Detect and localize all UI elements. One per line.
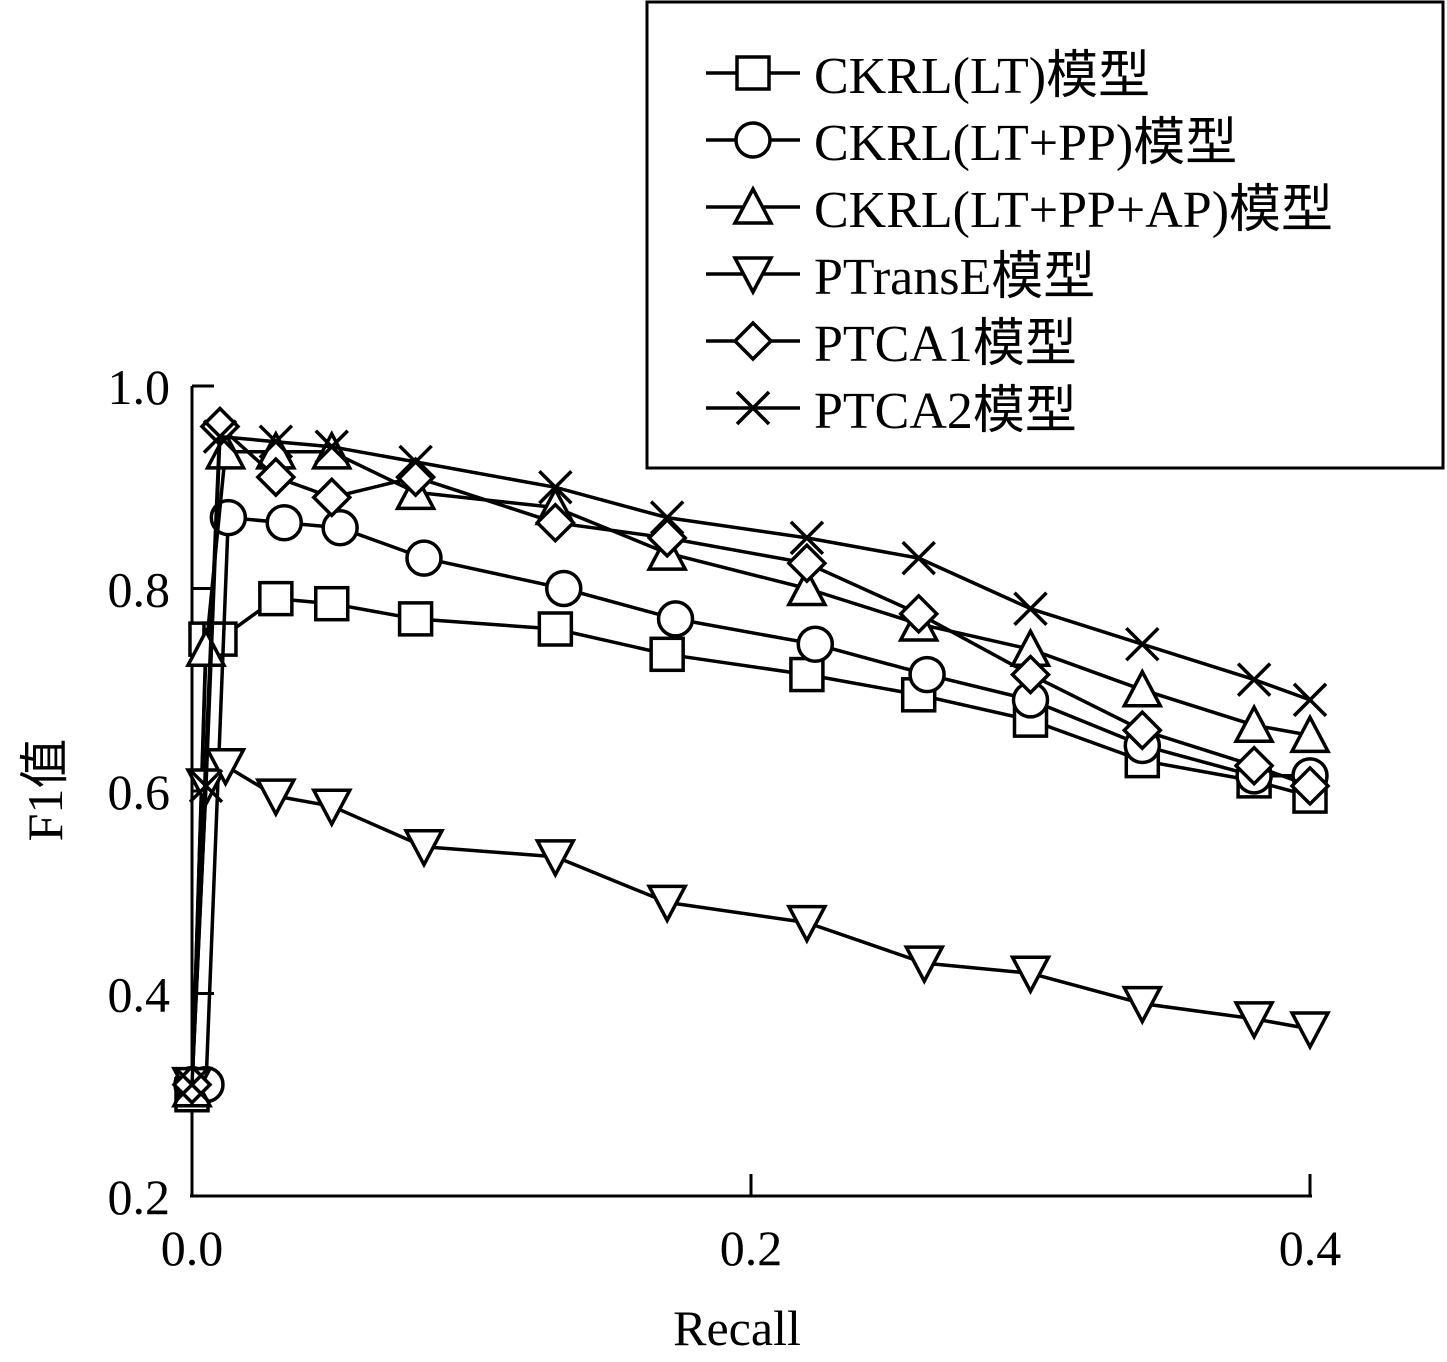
- x-tick-label: 0.2: [720, 1220, 783, 1276]
- data-point-ckrl-lt-pp: [656, 600, 695, 638]
- series-line-ptca2: [190, 434, 1311, 1085]
- data-point-ckrl-lt-pp-ap: [1289, 713, 1331, 754]
- legend-marker-ckrl-lt-pp: [734, 121, 772, 159]
- legend-marker-ckrl-lt: [735, 55, 771, 91]
- legend-marker-ptca2: [735, 390, 771, 426]
- legend-label-ckrl-lt: CKRL(LT)模型: [814, 48, 1150, 105]
- y-tick-label: 0.6: [108, 764, 171, 820]
- data-point-ckrl-lt-pp: [544, 569, 583, 608]
- y-tick-label: 1.0: [108, 359, 171, 415]
- series-ckrl-lt: [174, 580, 1328, 1113]
- data-point-ptranse: [254, 778, 297, 818]
- data-point-ckrl-lt: [314, 585, 350, 622]
- data-point-ptca2: [1292, 682, 1328, 718]
- data-point-ckrl-lt-pp-ap: [1233, 703, 1276, 743]
- data-point-ptca1: [898, 593, 940, 635]
- data-point-ptca1: [786, 542, 828, 584]
- tick-group: 0.20.40.60.81.00.0 0.2 0.4: [108, 359, 1342, 1276]
- data-point-ckrl-lt-pp: [321, 509, 359, 547]
- axes: [190, 386, 1312, 1198]
- y-tick-label: 0.8: [108, 562, 171, 618]
- data-point-ptca2: [1236, 662, 1272, 697]
- legend-label-ptca1: PTCA1模型: [814, 316, 1077, 373]
- legend-label-ptca2: PTCA2模型: [814, 383, 1077, 440]
- data-point-ptca2: [901, 540, 936, 576]
- legend-label-ckrl-lt-pp-ap: CKRL(LT+PP+AP)模型: [814, 182, 1333, 239]
- legend-marker-ckrl-lt-pp-ap: [732, 185, 774, 225]
- data-point-ckrl-lt-pp-ap: [310, 430, 353, 470]
- legend-label-ptranse: PTransE模型: [814, 249, 1095, 306]
- series-line-ptranse: [190, 763, 1311, 1085]
- data-point-ckrl-lt-pp: [908, 655, 946, 694]
- data-point-ptca1: [534, 502, 576, 544]
- data-point-ckrl-lt-pp: [265, 503, 303, 542]
- legend-box: [645, 0, 1445, 470]
- data-point-ckrl-lt: [537, 611, 574, 647]
- data-point-ckrl-lt-pp-ap: [185, 627, 227, 667]
- data-point-ptca2: [398, 444, 433, 480]
- x-tick-label: 0.0: [161, 1220, 224, 1276]
- data-point-ptca2: [1125, 626, 1160, 662]
- data-point-ptranse: [1009, 955, 1052, 995]
- data-point-ptranse: [1121, 985, 1164, 1026]
- data-point-ckrl-lt-pp-ap: [785, 566, 828, 607]
- y-tick-label: 0.2: [108, 1169, 171, 1225]
- data-point-ptca2: [789, 520, 825, 556]
- data-point-ptca2: [174, 1067, 210, 1102]
- data-point-ptca1: [1010, 654, 1051, 696]
- data-point-ptranse: [785, 904, 828, 945]
- data-point-ptca1: [646, 517, 688, 559]
- data-point-ptca1: [395, 456, 437, 498]
- data-point-ptranse: [1289, 1011, 1331, 1051]
- series-ptca2: [174, 419, 1328, 1102]
- data-point-ckrl-lt-pp-ap: [1121, 668, 1164, 708]
- data-point-ckrl-lt-pp: [796, 625, 835, 663]
- legend: CKRL(LT)模型 CKRL(LT+PP)模型 CKRL(LT+PP+AP)模型 P…: [645, 0, 1445, 470]
- legend-marker-ptranse: [732, 256, 774, 296]
- data-point-ckrl-lt: [789, 656, 825, 693]
- legend-label-ckrl-lt-pp: CKRL(LT+PP)模型: [814, 115, 1237, 172]
- data-point-ptca1: [1289, 765, 1331, 807]
- y-axis-label: F1值: [17, 739, 73, 842]
- x-axis-label: Recall: [673, 1300, 801, 1356]
- data-point-ptca2: [188, 768, 224, 804]
- data-point-ptca2: [314, 429, 349, 464]
- data-point-ckrl-lt: [258, 580, 294, 617]
- data-point-ptca1: [311, 476, 353, 518]
- data-point-ptranse: [204, 747, 247, 788]
- data-point-ptranse: [903, 945, 946, 985]
- y-tick-label: 0.4: [108, 967, 171, 1023]
- data-point-ptca1: [1233, 745, 1275, 787]
- x-tick-label: 0.4: [1279, 1220, 1342, 1276]
- data-point-ptranse: [403, 828, 445, 869]
- data-point-ckrl-lt-pp: [405, 539, 443, 577]
- data-point-ptca2: [258, 424, 294, 459]
- series-group: [171, 406, 1331, 1113]
- data-point-ptranse: [310, 788, 353, 828]
- series-ptranse: [171, 747, 1331, 1107]
- data-point-ptca2: [538, 470, 573, 505]
- data-point-ptranse: [646, 884, 689, 925]
- data-point-ptca1: [1121, 709, 1163, 751]
- data-point-ckrl-lt: [649, 636, 685, 673]
- data-point-ptca2: [202, 419, 238, 454]
- legend-marker-ptca1: [732, 320, 774, 362]
- data-point-ptranse: [534, 839, 577, 879]
- data-point-ptca2: [649, 500, 685, 535]
- data-point-ptca2: [1013, 591, 1048, 626]
- data-point-ptranse: [1233, 1001, 1276, 1041]
- data-point-ptca1: [255, 456, 297, 498]
- data-point-ckrl-lt: [397, 601, 434, 637]
